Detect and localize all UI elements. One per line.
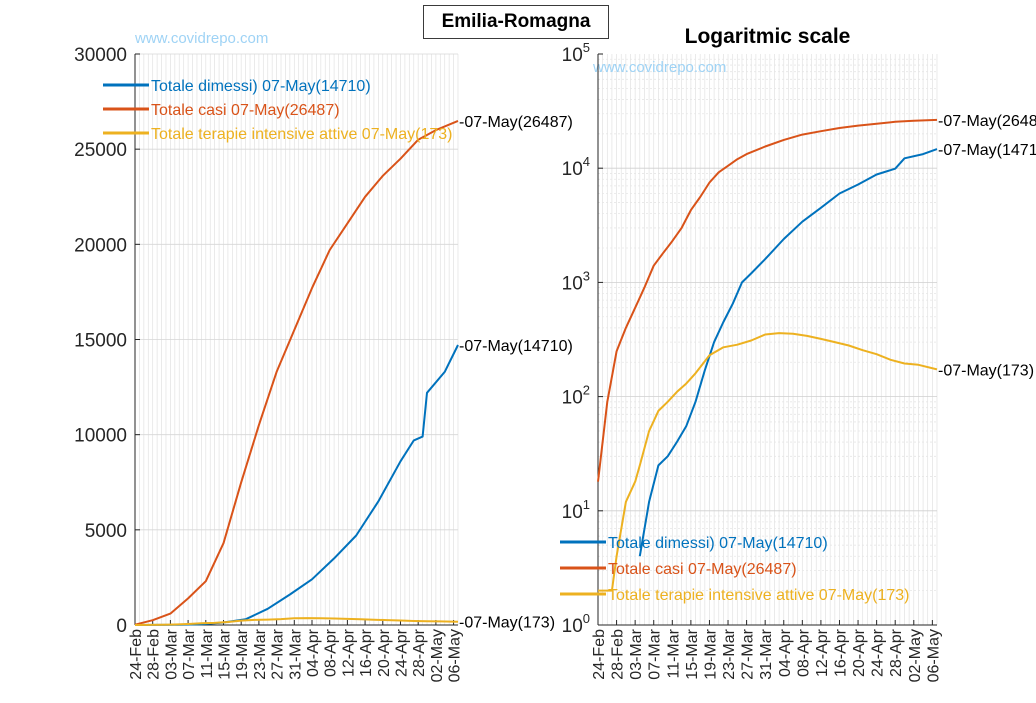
x-tick-label: 16-Apr [358, 628, 375, 677]
x-tick-label: 02-May [429, 629, 446, 682]
y-tick-label: 104 [562, 154, 590, 180]
x-tick-label: 24-Feb [128, 629, 145, 680]
x-tick-label: 15-Mar [684, 628, 701, 679]
end-label: -07-May(14710) [938, 142, 1036, 159]
x-tick-label: 28-Apr [411, 628, 428, 677]
x-tick-label: 08-Apr [795, 628, 812, 677]
series-line-2 [597, 118, 938, 482]
x-tick-label: 12-Apr [340, 628, 357, 677]
x-tick-label: 27-Mar [740, 628, 757, 679]
end-label: -07-May(26487) [459, 114, 573, 131]
x-tick-label: 28-Apr [888, 628, 905, 677]
y-tick-label: 102 [562, 383, 590, 409]
x-tick-label: 16-Apr [832, 628, 849, 677]
x-ticks: 24-Feb 28-Feb 03-Mar 07-Mar 11-Mar 15-Mar 19-M… [591, 620, 942, 682]
x-ticks: 24-Feb 28-Feb 03-Mar 07-Mar 11-Mar 15-Mar 19-M… [128, 620, 464, 682]
y-tick-label: 10000 [74, 426, 127, 447]
x-tick-label: 31-Mar [758, 628, 775, 679]
y-tick-label: 0 [116, 616, 127, 637]
legend-entry: Totale casi 07-May(26487) [151, 102, 340, 119]
x-tick-label: 27-Mar [270, 628, 287, 679]
x-tick-label: 19-Mar [702, 628, 719, 679]
x-tick-label: 03-Mar [628, 628, 645, 679]
legend-entry: Totale dimessi) 07-May(14710) [608, 535, 828, 552]
x-tick-label: 24-Apr [393, 628, 410, 677]
chart-title: Logaritmic scale [685, 25, 851, 48]
y-tick-label: 103 [562, 268, 590, 294]
x-tick-label: 24-Apr [870, 628, 887, 677]
x-tick-label: 07-Mar [647, 628, 664, 679]
x-tick-label: 06-May [447, 629, 464, 682]
suptitle: Emilia-Romagna [423, 5, 609, 39]
x-tick-label: 11-Mar [665, 628, 682, 678]
y-tick-label: 100 [562, 611, 590, 637]
log-chart: www.covidrepo.com 100 101 102 103 104 105 24-Fe… [560, 25, 1036, 682]
watermark: www.covidrepo.com [134, 30, 268, 47]
y-tick-label: 101 [562, 497, 590, 523]
series-line-2 [134, 119, 459, 626]
grid [597, 54, 938, 626]
legend-entry: Totale terapie intensive attive 07-May(1… [608, 587, 910, 604]
legend-entry: Totale casi 07-May(26487) [608, 561, 797, 578]
y-tick-label: 15000 [74, 331, 127, 352]
watermark: www.covidrepo.com [592, 59, 726, 76]
x-tick-label: 31-Mar [287, 628, 304, 679]
x-tick-label: 06-May [925, 629, 942, 682]
y-tick-label: 105 [562, 40, 590, 66]
x-tick-label: 11-Mar [199, 628, 216, 678]
series-line-3 [134, 617, 459, 626]
y-tick-label: 20000 [74, 235, 127, 256]
end-label: -07-May(26487) [938, 113, 1036, 130]
x-tick-label: 04-Apr [777, 628, 794, 677]
y-tick-label: 30000 [74, 45, 127, 66]
x-tick-label: 04-Apr [305, 628, 322, 677]
x-tick-label: 12-Apr [814, 628, 831, 677]
legend-entry: Totale terapie intensive attive 07-May(1… [151, 126, 453, 143]
x-tick-label: 03-Mar [163, 628, 180, 679]
legend-entry: Totale dimessi) 07-May(14710) [151, 78, 371, 95]
x-tick-label: 28-Feb [146, 629, 163, 680]
x-tick-label: 02-May [907, 629, 924, 682]
y-tick-label: 5000 [85, 521, 127, 542]
x-tick-label: 19-Mar [234, 628, 251, 679]
x-tick-label: 23-Mar [252, 628, 269, 679]
x-tick-label: 28-Feb [610, 629, 627, 680]
series-line-3 [598, 332, 938, 592]
x-tick-label: 23-Mar [721, 628, 738, 679]
end-label: -07-May(173) [459, 615, 555, 632]
grid [134, 53, 459, 626]
x-tick-label: 07-Mar [181, 628, 198, 679]
x-tick-label: 20-Apr [376, 628, 393, 677]
x-tick-label: 15-Mar [216, 628, 233, 679]
y-tick-label: 25000 [74, 140, 127, 161]
end-label: -07-May(173) [938, 362, 1034, 379]
x-tick-label: 24-Feb [591, 629, 608, 680]
x-tick-label: 20-Apr [851, 628, 868, 677]
x-tick-label: 08-Apr [323, 628, 340, 677]
series-line-1 [638, 148, 938, 557]
end-label: -07-May(14710) [459, 338, 573, 355]
linear-chart: www.covidrepo.com 0 5000 10000 15000 20000 250… [74, 30, 573, 682]
